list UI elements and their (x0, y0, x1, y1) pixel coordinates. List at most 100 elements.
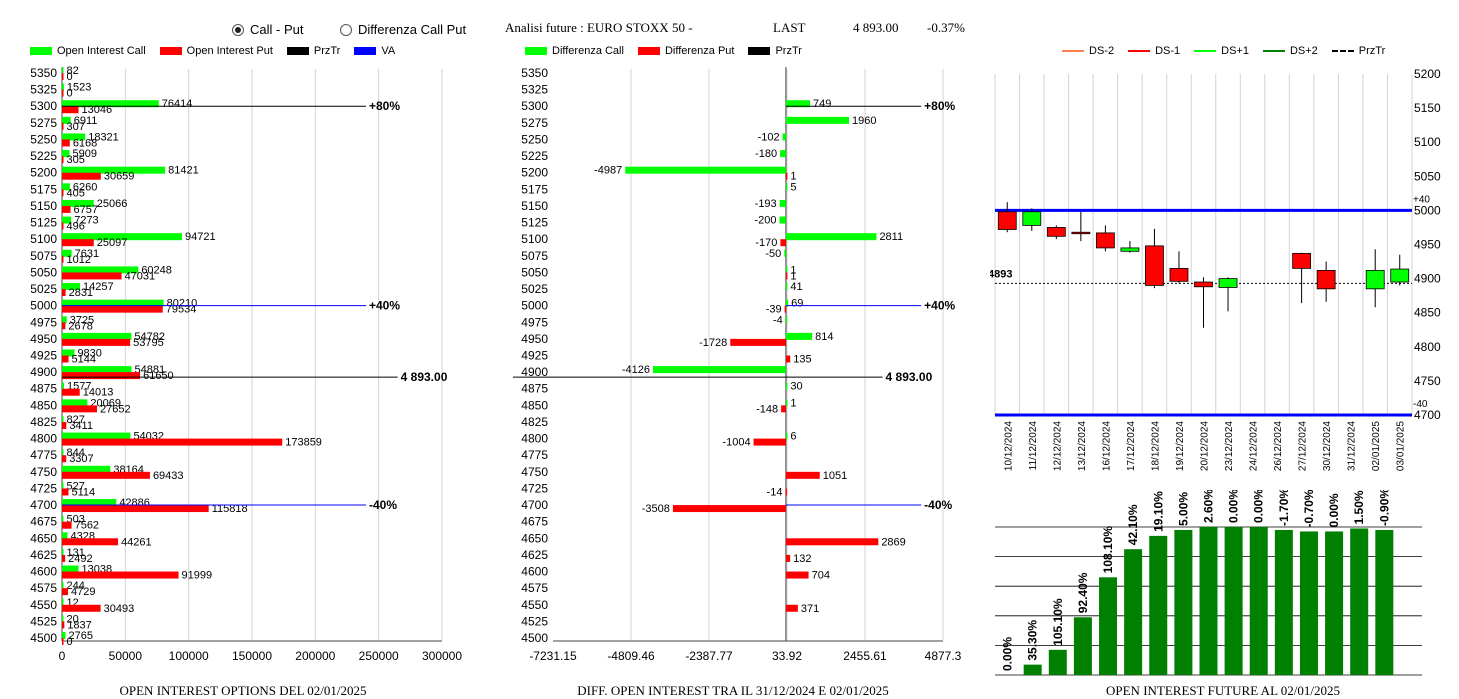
strike-label: 4775 (30, 448, 57, 462)
legend-swatch (1062, 50, 1084, 52)
strike-label: 4650 (30, 531, 57, 545)
bar (785, 266, 788, 274)
strike-label: 4800 (521, 432, 548, 446)
oi-bar (1350, 528, 1369, 675)
strike-label: 4550 (521, 598, 548, 612)
bar (62, 521, 72, 529)
bar (62, 432, 131, 440)
oi-bar-label: 105.10% (1051, 598, 1065, 646)
strike-label: 4800 (30, 432, 57, 446)
bar (62, 349, 75, 357)
oi-bar (1048, 649, 1067, 675)
bar-value-label: 827 (67, 414, 85, 426)
legend-item: Open Interest Call (30, 45, 146, 57)
bar-value-label: 27652 (100, 403, 131, 415)
strike-label: 4750 (30, 465, 57, 479)
x-tick-label: 200000 (295, 649, 335, 663)
strike-label: 4550 (30, 598, 57, 612)
candle-body (1095, 232, 1115, 249)
bar (785, 471, 820, 479)
bar-value-label: 3307 (69, 453, 93, 465)
bar (62, 438, 283, 446)
marker-label: +80% (924, 99, 955, 113)
strike-label: 5025 (521, 282, 548, 296)
radio-selected-icon (232, 23, 244, 36)
radio-call-put[interactable]: Call - Put (232, 22, 303, 37)
bar-value-label: 3411 (69, 420, 93, 432)
bar-value-label: 30 (790, 381, 802, 393)
bar (62, 122, 64, 130)
bar (785, 355, 791, 363)
strike-label: 4950 (521, 332, 548, 346)
bar (62, 283, 81, 291)
bar (62, 249, 72, 257)
bar (62, 239, 94, 247)
legend-label: PrzTr (313, 45, 341, 57)
bar (785, 488, 787, 496)
strike-label: 4875 (30, 382, 57, 396)
bar-value-label: 1 (790, 270, 796, 282)
bar-value-label: 94721 (185, 231, 216, 243)
oi-bar (1149, 535, 1168, 675)
legend-swatch (354, 47, 377, 55)
bar (62, 156, 64, 164)
strike-label: 5200 (521, 166, 548, 180)
bar (62, 588, 68, 596)
radio-diff-call-put[interactable]: Differenza Call Put (340, 22, 466, 37)
strike-label: 4625 (521, 548, 548, 562)
bar-value-label: 115818 (212, 503, 248, 515)
legend-swatch (1262, 50, 1285, 52)
bar-value-label: 5114 (71, 486, 95, 498)
strike-label: 4500 (30, 631, 57, 645)
oi-bar-label: -0.90% (1377, 490, 1391, 526)
legend-item: Differenza Put (637, 45, 734, 57)
bar (62, 405, 98, 413)
strike-label: 5000 (30, 299, 57, 313)
future-candlestick-chart: 5200 5150 5100 5050 5000 4950 4900 4850 4800 4750… (990, 67, 1441, 471)
last-label: LAST (773, 20, 806, 35)
bar-value-label: -200 (754, 215, 776, 227)
strike-label: 5325 (30, 83, 57, 97)
marker-label: 4 893.00 (886, 370, 933, 384)
bar-value-label: 6911 (74, 115, 98, 127)
bar-value-label: 18321 (88, 131, 119, 143)
bar-value-label: 25097 (97, 237, 128, 249)
bar-value-label: 13046 (82, 104, 113, 116)
bar-value-label: 307 (67, 121, 85, 133)
bar-value-label: 244 (67, 580, 85, 592)
bar-value-label: 496 (67, 221, 85, 233)
bar-value-label: -193 (755, 198, 777, 210)
bar (62, 67, 64, 74)
oi-bar (1249, 527, 1268, 675)
strike-label: 5050 (30, 265, 57, 279)
legend-label: DS+2 (1289, 45, 1318, 57)
y-tick-label: 5000 (1414, 203, 1441, 217)
candle-body (1120, 247, 1140, 252)
legend-left: Open Interest Call Open Interest Put PrzTr… (30, 45, 409, 57)
legend-label: DS-1 (1155, 45, 1181, 57)
legend-item: PrzTr (748, 45, 802, 57)
strike-label: 4925 (521, 349, 548, 363)
bar-value-label: 54881 (135, 364, 166, 376)
bar-value-label: 1837 (67, 619, 91, 631)
bar (62, 538, 119, 546)
bar (779, 216, 786, 224)
bar (730, 338, 786, 346)
bar-value-label: -4126 (622, 364, 650, 376)
bar-value-label: 5909 (72, 148, 96, 160)
oi-bar (1199, 527, 1218, 675)
candle-body (1046, 227, 1066, 237)
top-bar: Call - Put Differenza Call Put Analisi f… (0, 0, 1459, 40)
bar-value-label: 2831 (69, 287, 93, 299)
bar-value-label: 173859 (285, 437, 322, 449)
bar (62, 189, 64, 197)
bar (62, 338, 131, 346)
date-label: 23/12/2024 (1224, 421, 1235, 471)
bar (62, 89, 64, 97)
bar-value-label: 61650 (143, 370, 174, 382)
oi-bar (1073, 617, 1092, 675)
bar (62, 183, 70, 191)
oi-bar (1325, 531, 1344, 675)
strike-label: 5225 (30, 149, 57, 163)
bar (753, 438, 786, 446)
